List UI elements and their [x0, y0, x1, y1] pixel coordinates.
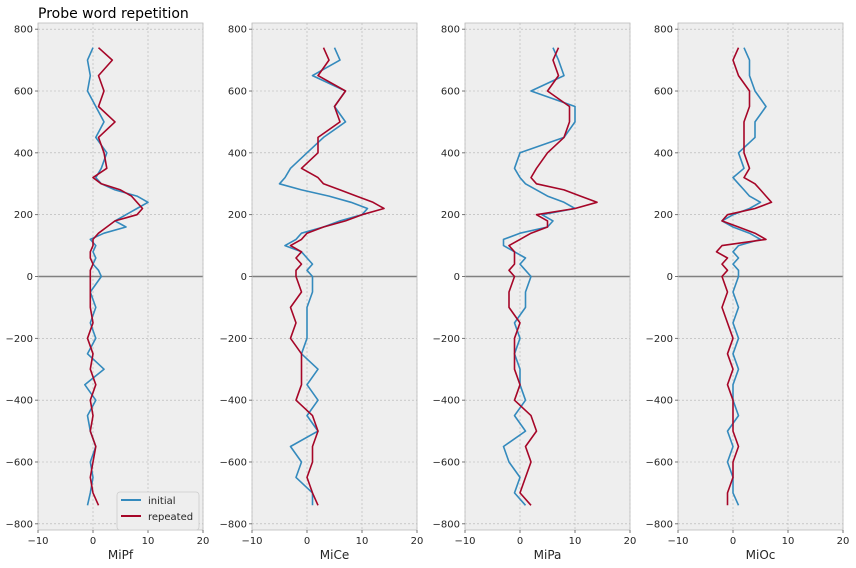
series-line-repeated: [86, 47, 144, 506]
y-tick-label: −400: [433, 396, 460, 407]
y-tick-label: 400: [441, 148, 460, 159]
y-tick-label: 0: [27, 272, 33, 283]
x-tick-label: 0: [304, 536, 310, 547]
x-tick-label: 10: [356, 536, 369, 547]
y-tick-label: −400: [220, 396, 247, 407]
x-tick-label: 10: [142, 536, 155, 547]
y-tick-label: 400: [654, 148, 673, 159]
x-tick-label: 10: [782, 536, 795, 547]
x-tick-label: 20: [624, 536, 637, 547]
series-line-initial: [278, 47, 369, 506]
y-tick-label: 200: [441, 210, 460, 221]
x-tick-label: 20: [197, 536, 210, 547]
y-tick-label: 200: [14, 210, 33, 221]
x-axis-label: MiOc: [746, 548, 776, 562]
legend: initial repeated: [116, 491, 200, 531]
y-tick-label: 800: [14, 25, 33, 36]
panel-mipf: −800 −600 −400 −200 0 200 400 600 800 −10 0 10 20 MiP…: [6, 22, 210, 562]
x-tick-label: −10: [667, 536, 688, 547]
legend-box: [116, 491, 200, 531]
y-tick-label: 600: [228, 87, 247, 98]
y-tick-label: −400: [646, 396, 673, 407]
x-tick-label: 20: [411, 536, 424, 547]
legend-label-repeated: repeated: [148, 512, 193, 523]
y-tick-label: 800: [441, 25, 460, 36]
y-tick-label: −800: [433, 519, 460, 530]
panel-mice: −800 −600 −400 −200 0 200 400 600 800 −10 0 10 20 MiC…: [220, 22, 424, 562]
series-line-initial: [84, 47, 149, 506]
x-tick-label: −10: [27, 536, 48, 547]
y-tick-label: 200: [228, 210, 247, 221]
y-tick-label: −200: [220, 334, 247, 345]
y-tick-label: −600: [220, 457, 247, 468]
panel-mioc: −800 −600 −400 −200 0 200 400 600 800 −10 0 10 20 MiO…: [646, 22, 850, 562]
y-tick-label: 0: [454, 272, 460, 283]
y-tick-label: 400: [14, 148, 33, 159]
x-tick-label: 0: [90, 536, 96, 547]
series-line-repeated: [508, 47, 598, 506]
series-line-initial: [502, 47, 576, 506]
x-tick-label: −10: [454, 536, 475, 547]
series-line-repeated: [289, 47, 385, 506]
x-tick-label: 0: [730, 536, 736, 547]
x-tick-label: 20: [837, 536, 850, 547]
y-tick-label: −600: [433, 457, 460, 468]
y-tick-label: −200: [433, 334, 460, 345]
series-line-repeated: [715, 47, 773, 506]
y-tick-label: 600: [14, 87, 33, 98]
x-tick-label: −10: [241, 536, 262, 547]
y-tick-label: −800: [646, 519, 673, 530]
y-tick-label: −600: [6, 457, 33, 468]
y-tick-label: 0: [241, 272, 247, 283]
y-tick-label: 200: [654, 210, 673, 221]
y-tick-label: −800: [220, 519, 247, 530]
y-tick-label: −600: [646, 457, 673, 468]
x-axis-label: MiPa: [534, 548, 562, 562]
y-tick-label: 800: [654, 25, 673, 36]
y-tick-label: 600: [654, 87, 673, 98]
y-tick-label: 400: [228, 148, 247, 159]
y-tick-label: −200: [646, 334, 673, 345]
x-axis-label: MiCe: [320, 548, 349, 562]
y-tick-label: 600: [441, 87, 460, 98]
panel-mipa: −800 −600 −400 −200 0 200 400 600 800 −10 0 10 20 MiP…: [433, 22, 637, 562]
y-tick-label: 800: [228, 25, 247, 36]
y-tick-label: −400: [6, 396, 33, 407]
y-tick-label: −200: [6, 334, 33, 345]
legend-label-initial: initial: [148, 496, 176, 507]
figure-title: Probe word repetition: [38, 6, 189, 22]
y-tick-label: −800: [6, 519, 33, 530]
y-tick-label: 0: [667, 272, 673, 283]
x-axis-label: MiPf: [108, 548, 134, 562]
x-tick-label: 0: [517, 536, 523, 547]
x-tick-label: 10: [569, 536, 582, 547]
